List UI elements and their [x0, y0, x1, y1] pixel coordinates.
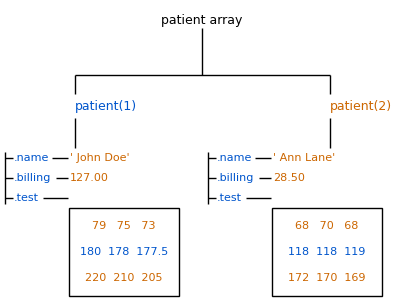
Text: .test: .test — [14, 193, 39, 203]
Text: ' John Doe': ' John Doe' — [70, 153, 130, 163]
Text: 180  178  177.5: 180 178 177.5 — [80, 247, 168, 257]
Text: .name: .name — [14, 153, 49, 163]
Text: patient array: patient array — [161, 14, 243, 27]
Text: 28.50: 28.50 — [273, 173, 305, 183]
Text: .name: .name — [217, 153, 252, 163]
Text: .test: .test — [217, 193, 242, 203]
FancyBboxPatch shape — [69, 208, 179, 296]
Text: 172  170  169: 172 170 169 — [288, 273, 366, 283]
Text: 68   70   68: 68 70 68 — [295, 221, 359, 231]
Text: 79   75   73: 79 75 73 — [92, 221, 156, 231]
Text: patient(2): patient(2) — [330, 100, 392, 113]
Text: 127.00: 127.00 — [70, 173, 109, 183]
FancyBboxPatch shape — [272, 208, 382, 296]
Text: .billing: .billing — [217, 173, 255, 183]
Text: .billing: .billing — [14, 173, 51, 183]
Text: 220  210  205: 220 210 205 — [85, 273, 163, 283]
Text: 118  118  119: 118 118 119 — [288, 247, 366, 257]
Text: patient(1): patient(1) — [75, 100, 137, 113]
Text: ' Ann Lane': ' Ann Lane' — [273, 153, 335, 163]
